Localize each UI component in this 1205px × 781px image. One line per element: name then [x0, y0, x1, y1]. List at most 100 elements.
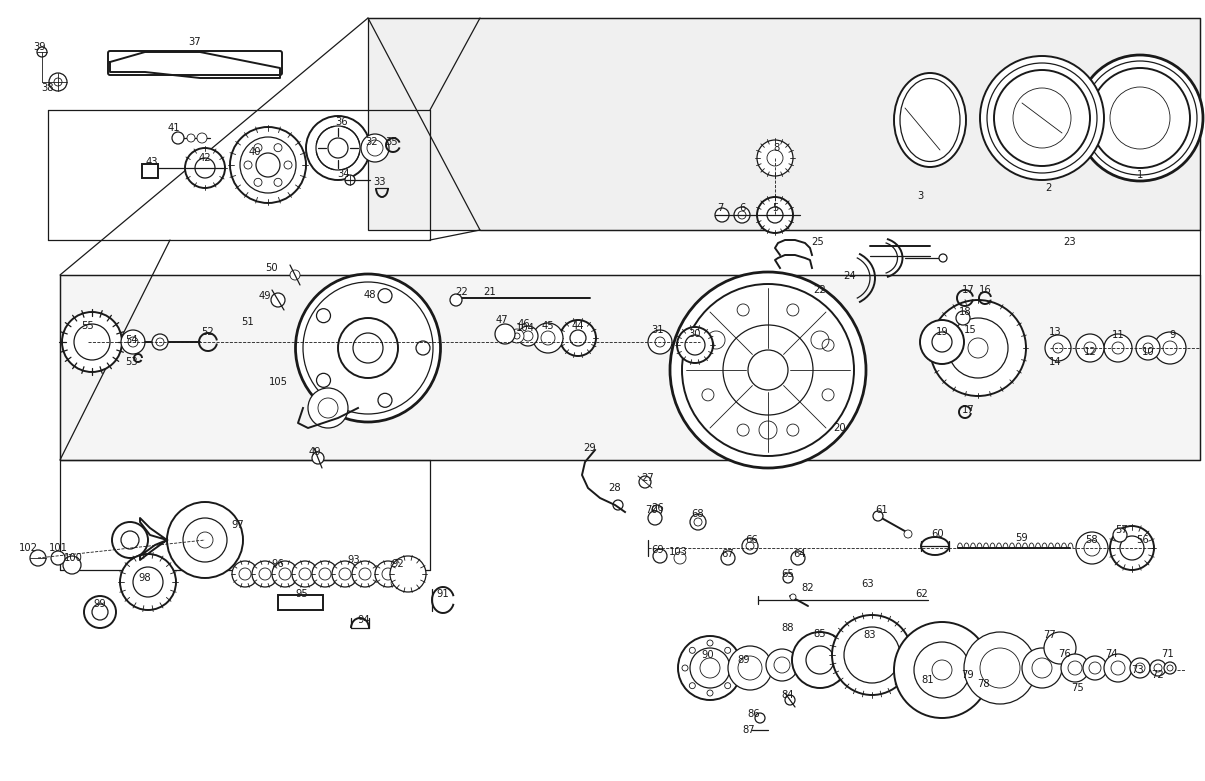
- Circle shape: [328, 138, 348, 158]
- Circle shape: [152, 334, 167, 350]
- Circle shape: [63, 556, 81, 574]
- Circle shape: [155, 338, 164, 346]
- Text: 89: 89: [737, 655, 751, 665]
- Circle shape: [872, 511, 883, 521]
- Ellipse shape: [900, 79, 960, 162]
- Text: 71: 71: [1162, 649, 1175, 659]
- Text: 9: 9: [1170, 330, 1176, 340]
- Circle shape: [700, 658, 721, 678]
- Text: 56: 56: [1136, 535, 1150, 545]
- Circle shape: [844, 627, 900, 683]
- Circle shape: [133, 567, 163, 597]
- Text: 48: 48: [364, 290, 376, 300]
- Text: 13: 13: [1048, 327, 1062, 337]
- Text: 97: 97: [231, 520, 245, 530]
- Circle shape: [707, 690, 713, 696]
- Circle shape: [652, 505, 662, 515]
- Text: 32: 32: [365, 137, 378, 147]
- Text: 50: 50: [265, 263, 278, 273]
- Text: 6: 6: [739, 203, 745, 213]
- Circle shape: [707, 640, 713, 646]
- Circle shape: [915, 642, 970, 698]
- Circle shape: [353, 333, 383, 363]
- Circle shape: [939, 254, 947, 262]
- Circle shape: [1111, 661, 1125, 675]
- Text: 64: 64: [794, 549, 806, 559]
- FancyBboxPatch shape: [108, 51, 282, 75]
- Circle shape: [167, 502, 243, 578]
- Circle shape: [1044, 632, 1076, 664]
- Circle shape: [290, 270, 300, 280]
- Circle shape: [1130, 658, 1150, 678]
- Circle shape: [560, 320, 596, 356]
- Text: 3: 3: [917, 191, 923, 201]
- Circle shape: [382, 568, 394, 580]
- Circle shape: [715, 208, 729, 222]
- Circle shape: [396, 561, 423, 587]
- Circle shape: [613, 500, 623, 510]
- Circle shape: [653, 549, 668, 563]
- Circle shape: [648, 330, 672, 354]
- Circle shape: [510, 329, 524, 343]
- Circle shape: [274, 144, 282, 152]
- Text: 62: 62: [916, 589, 928, 599]
- Circle shape: [774, 657, 790, 673]
- Text: 2: 2: [1045, 183, 1051, 193]
- Circle shape: [306, 116, 370, 180]
- Text: 65: 65: [782, 569, 794, 579]
- Text: 100: 100: [64, 553, 82, 563]
- Text: 87: 87: [742, 725, 756, 735]
- Text: 16: 16: [978, 285, 992, 295]
- Circle shape: [1091, 68, 1191, 168]
- Text: 33: 33: [374, 177, 387, 187]
- Text: 55: 55: [82, 321, 94, 331]
- Circle shape: [919, 320, 964, 364]
- Text: 90: 90: [701, 650, 715, 660]
- Circle shape: [703, 339, 713, 351]
- Circle shape: [1076, 334, 1104, 362]
- Circle shape: [1084, 540, 1100, 556]
- Circle shape: [196, 133, 207, 143]
- Circle shape: [230, 127, 306, 203]
- Circle shape: [931, 660, 952, 680]
- Text: 81: 81: [922, 675, 934, 685]
- Circle shape: [894, 622, 991, 718]
- Circle shape: [274, 178, 282, 187]
- Circle shape: [1083, 656, 1107, 680]
- Circle shape: [495, 324, 515, 344]
- Circle shape: [1053, 343, 1063, 353]
- Text: 36: 36: [336, 117, 348, 127]
- Circle shape: [378, 394, 392, 408]
- Text: 31: 31: [652, 325, 664, 335]
- Text: 61: 61: [876, 505, 888, 515]
- Circle shape: [523, 331, 533, 341]
- Ellipse shape: [894, 73, 966, 167]
- Circle shape: [756, 713, 765, 723]
- Text: 54: 54: [125, 335, 139, 345]
- Circle shape: [187, 134, 195, 142]
- Text: 73: 73: [1131, 665, 1145, 675]
- Text: 5: 5: [772, 203, 778, 213]
- Ellipse shape: [302, 282, 433, 414]
- Text: 23: 23: [1064, 237, 1076, 247]
- Text: 95: 95: [295, 589, 308, 599]
- Circle shape: [1113, 528, 1127, 542]
- Circle shape: [931, 332, 952, 352]
- Circle shape: [1135, 663, 1145, 673]
- Text: 24: 24: [844, 271, 857, 281]
- Text: 91: 91: [436, 589, 449, 599]
- Text: 60: 60: [931, 529, 945, 539]
- Circle shape: [518, 326, 537, 346]
- Text: 28: 28: [609, 483, 622, 493]
- Text: 57: 57: [1116, 525, 1128, 535]
- Text: 43: 43: [146, 157, 158, 167]
- Circle shape: [980, 56, 1104, 180]
- Text: 7: 7: [717, 203, 723, 213]
- Ellipse shape: [1013, 88, 1071, 148]
- Circle shape: [368, 140, 383, 156]
- Circle shape: [51, 551, 65, 565]
- Circle shape: [689, 647, 695, 654]
- Circle shape: [416, 341, 430, 355]
- Text: 53: 53: [125, 357, 139, 367]
- Circle shape: [339, 568, 351, 580]
